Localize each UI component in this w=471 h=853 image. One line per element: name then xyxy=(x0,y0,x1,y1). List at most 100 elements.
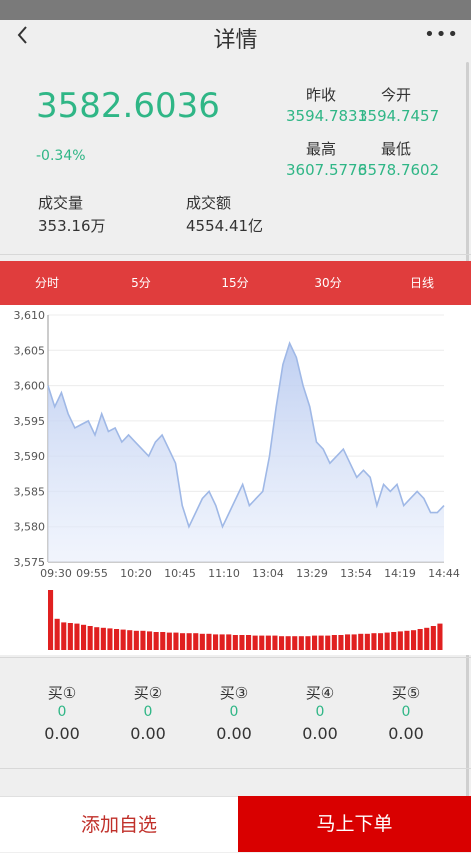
volume-bar xyxy=(430,626,436,650)
volume-bar xyxy=(279,636,285,650)
x-tick-label: 13:04 xyxy=(252,567,284,580)
volume-bar xyxy=(246,635,252,650)
bid-level-3: 买③ 0 0.00 xyxy=(204,682,264,743)
chevron-left-icon[interactable] xyxy=(12,23,36,47)
x-tick-label: 10:45 xyxy=(164,567,196,580)
divider xyxy=(0,657,471,658)
tab-15min[interactable]: 15分 xyxy=(221,276,249,290)
tab-intraday[interactable]: 分时 xyxy=(34,276,59,290)
volume-bar xyxy=(153,632,159,650)
turnover-value: 4554.41亿 xyxy=(186,217,264,235)
volume-bar xyxy=(338,635,344,650)
high-label: 最高 xyxy=(306,140,337,158)
volume-bar xyxy=(424,627,430,650)
price-line xyxy=(47,341,445,529)
price-change: -0.34% xyxy=(36,148,86,164)
bid-qty: 0 xyxy=(229,704,239,720)
x-tick-label: 13:29 xyxy=(296,567,328,580)
bid-price: 0.00 xyxy=(388,724,424,743)
y-tick-label: 3,595 xyxy=(14,415,46,428)
volume-bar xyxy=(206,633,212,650)
volume-bar xyxy=(239,635,245,650)
volume-bar xyxy=(292,636,298,650)
chart-svg: 3,610 3,605 3,600 3,595 3,590 3,585 3,580 3,575… xyxy=(14,309,460,650)
volume-bar xyxy=(100,627,106,650)
volume-bar xyxy=(107,628,113,650)
volume-bar xyxy=(147,631,153,650)
volume-bar xyxy=(74,623,80,650)
y-tick-label: 3,575 xyxy=(14,556,46,569)
volume-bar xyxy=(404,630,410,650)
bid-qty: 0 xyxy=(315,704,325,720)
place-order-button[interactable]: 马上下单 xyxy=(238,796,471,852)
intraday-chart[interactable]: 3,610 3,605 3,600 3,595 3,590 3,585 3,580 3,575… xyxy=(0,305,471,655)
status-bar xyxy=(0,0,471,20)
bid-price: 0.00 xyxy=(44,724,80,743)
volume-bar xyxy=(358,633,364,650)
volume-bar xyxy=(180,633,186,650)
open-label: 今开 xyxy=(381,86,412,104)
x-tick-label: 14:44 xyxy=(428,567,460,580)
volume-bar xyxy=(384,632,390,650)
nav-bar: 详情 ••• xyxy=(0,20,471,54)
volume-label: 成交量 xyxy=(38,194,84,212)
volume-bar xyxy=(199,633,205,650)
volume-value: 353.16万 xyxy=(38,217,106,235)
prev-close-value: 3594.7831 xyxy=(286,107,368,125)
bid-level-1: 买① 0 0.00 xyxy=(32,682,92,743)
volume-bar xyxy=(411,630,417,650)
bid-price: 0.00 xyxy=(216,724,252,743)
order-book: 买① 0 0.00 买② 0 0.00 买③ 0 0.00 买④ 0 0.00 … xyxy=(0,668,471,768)
volume-bar xyxy=(397,631,403,650)
x-tick-label: 10:20 xyxy=(120,567,152,580)
volume-bar xyxy=(120,629,126,650)
volume-bar xyxy=(259,635,265,650)
volume-bar xyxy=(166,632,172,650)
x-tick-label: 09:30 xyxy=(40,567,72,580)
volume-bar xyxy=(252,635,258,650)
tab-daily[interactable]: 日线 xyxy=(409,276,434,290)
volume-bar xyxy=(94,627,100,650)
y-tick-label: 3,590 xyxy=(14,450,46,463)
volume-bar xyxy=(272,635,278,650)
bid-qty: 0 xyxy=(401,704,411,720)
y-tick-label: 3,600 xyxy=(14,380,46,393)
volume-bar xyxy=(378,633,384,650)
volume-bar xyxy=(265,635,271,650)
volume-bar xyxy=(232,635,238,650)
turnover-label: 成交额 xyxy=(186,194,232,212)
volume-bar xyxy=(345,634,351,650)
price-area xyxy=(48,343,444,562)
page-title: 详情 xyxy=(213,28,258,53)
volume-bar xyxy=(127,630,133,650)
add-to-watchlist-button[interactable]: 添加自选 xyxy=(0,796,238,852)
divider xyxy=(0,254,471,255)
volume-bar xyxy=(160,632,166,650)
bid-qty: 0 xyxy=(57,704,67,720)
prev-close-label: 昨收 xyxy=(306,86,337,104)
bid-label: 买④ xyxy=(305,684,335,702)
volume-bar xyxy=(114,629,120,650)
volume-bar xyxy=(318,635,324,650)
volume-bar xyxy=(67,623,73,650)
y-tick-label: 3,605 xyxy=(14,344,46,357)
volume-bar xyxy=(285,636,291,650)
volume-bar xyxy=(325,635,331,650)
more-horizontal-icon[interactable]: ••• xyxy=(424,24,459,45)
volume-bar xyxy=(213,634,219,650)
tab-30min[interactable]: 30分 xyxy=(314,276,342,290)
volume-bar xyxy=(364,633,370,650)
x-tick-label: 11:10 xyxy=(208,567,240,580)
x-tick-label: 13:54 xyxy=(340,567,372,580)
tab-5min[interactable]: 5分 xyxy=(131,276,151,290)
bid-qty: 0 xyxy=(143,704,153,720)
bid-label: 买① xyxy=(47,684,77,702)
x-tick-label: 14:19 xyxy=(384,567,416,580)
divider xyxy=(0,768,471,769)
action-bar: 添加自选 马上下单 xyxy=(0,796,471,852)
y-tick-label: 3,610 xyxy=(14,309,46,322)
volume-bar xyxy=(48,590,54,650)
quote-panel: 3582.6036 -0.34% 昨收 今开 3594.7831 3594.74… xyxy=(0,54,471,254)
volume-bar xyxy=(298,636,304,650)
volume-bar xyxy=(371,633,377,650)
